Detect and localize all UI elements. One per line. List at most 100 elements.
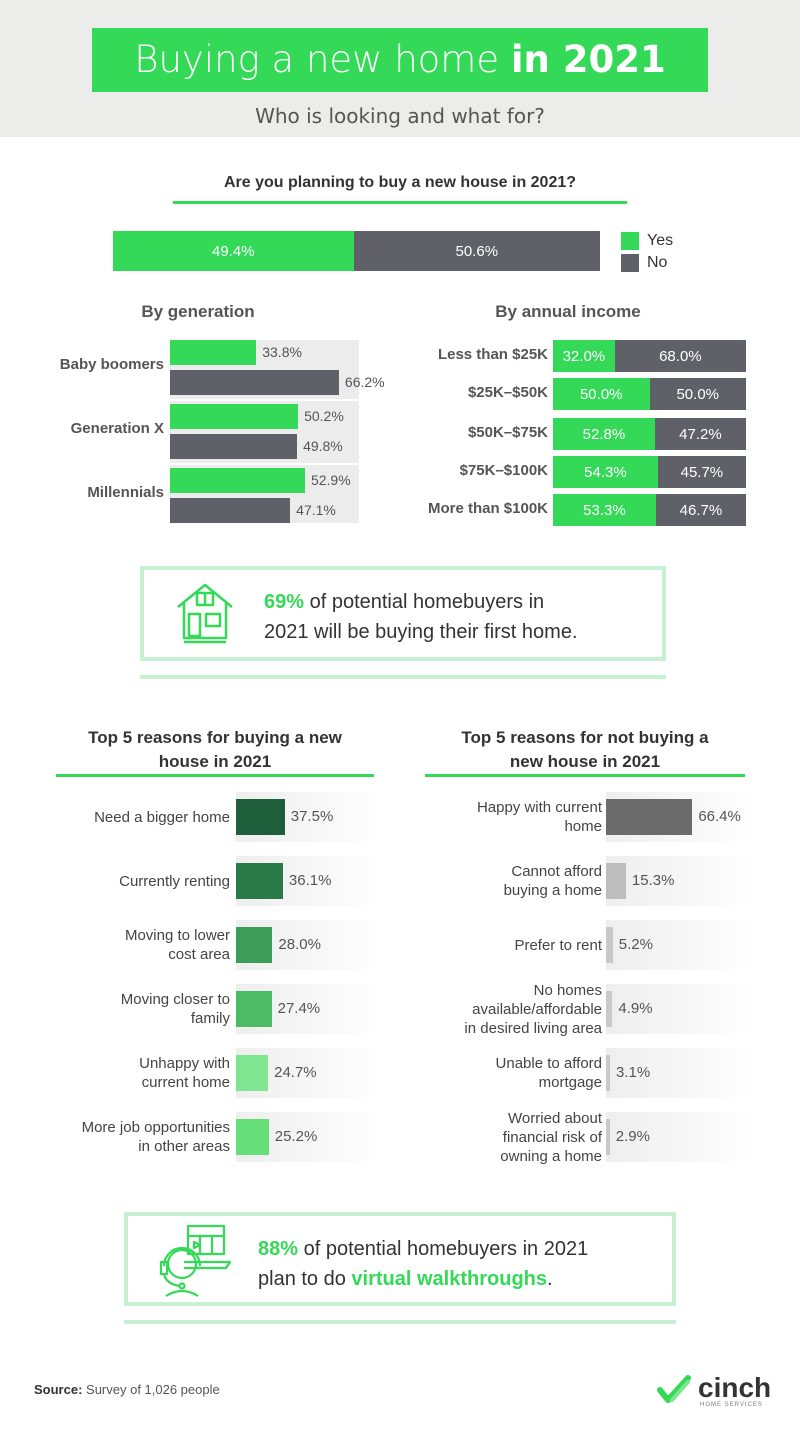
- reason-label-line: available/affordable: [472, 1000, 602, 1018]
- legend-no-label: No: [647, 254, 668, 271]
- generation-heading: By generation: [141, 302, 255, 321]
- reason-label-line: Worried about: [508, 1109, 602, 1127]
- reason-label-line: family: [190, 1010, 230, 1027]
- buy-reason-bar: [236, 1119, 269, 1155]
- notbuy-reasons-title: Top 5 reasons for not buying a new house …: [461, 728, 709, 771]
- notbuy-reason-label: Prefer to rent: [420, 918, 602, 972]
- generation-no-bar: [170, 370, 339, 395]
- reason-value: 37.5%: [290, 808, 334, 825]
- legend-no-swatch: [621, 254, 639, 272]
- notbuy-reason-bar: [606, 863, 626, 899]
- notbuy-reason-bar: [606, 1055, 611, 1091]
- generation-divider: [170, 463, 359, 465]
- notbuy-row-bg: [606, 856, 754, 906]
- buy-reason-label: Need a bigger home: [40, 790, 230, 844]
- notbuy-title-underline: [425, 774, 745, 777]
- reason-label-line: Unable to afford: [495, 1055, 602, 1072]
- reason-label-text: Moving to lower cost area: [125, 926, 230, 964]
- income-no-segment: 45.7%: [657, 456, 746, 488]
- buy-reason-bar: [236, 1055, 269, 1091]
- reason-label-text: Prefer to rent: [514, 936, 602, 955]
- income-yes-segment: 32.0%: [553, 340, 615, 372]
- first-home-callout: [140, 566, 666, 661]
- generation-yes-bar: [170, 468, 305, 493]
- buy-reason-bar: [236, 799, 285, 835]
- question-title: Are you planning to buy a new house in 2…: [173, 174, 627, 204]
- source-note: Source: Survey of 1,026 people: [34, 1382, 220, 1397]
- reason-label-line: financial risk of: [502, 1128, 602, 1146]
- generation-label: Millennials: [87, 484, 164, 501]
- reason-label-line: in desired living area: [464, 1019, 602, 1037]
- reason-label-line: Happy with current: [476, 799, 602, 816]
- notbuy-reason-label: Happy with current home: [420, 790, 602, 844]
- overall-bar: 49.4% 50.6%: [113, 231, 600, 271]
- reason-label-line: Currently renting: [119, 872, 230, 890]
- house-icon: [177, 583, 233, 644]
- reason-value: 3.1%: [616, 1064, 651, 1081]
- reason-label-line: mortgage: [538, 1074, 602, 1091]
- reason-value: 25.2%: [274, 1128, 318, 1145]
- generation-panel: [170, 340, 359, 523]
- logo-tagline: HOME SERVICES: [700, 1402, 763, 1408]
- page-subtitle: Who is looking and what for?: [255, 104, 545, 128]
- reason-label-text: Moving closer to family: [121, 990, 230, 1028]
- callout-underline: [140, 675, 666, 679]
- callout-underline: [124, 1320, 676, 1324]
- reason-label-text: More job opportunities in other areas: [82, 1118, 230, 1156]
- logo-wordmark: cinch: [698, 1372, 772, 1403]
- first-home-text: 69% of potential homebuyers in 2021 will …: [264, 591, 578, 643]
- notbuy-reason-label: Cannot afford buying a home: [420, 854, 602, 908]
- reason-label-text: Unhappy with current home: [139, 1054, 230, 1092]
- notbuy-reason-bar: [606, 799, 693, 835]
- income-label: More than $100K: [427, 500, 548, 517]
- reason-label-line: owning a home: [500, 1147, 602, 1165]
- income-no-segment: 50.0%: [649, 378, 746, 410]
- reason-label-line: Moving closer to: [120, 991, 230, 1008]
- notbuy-reason-label: No homes available/affordable in desired l…: [420, 981, 602, 1038]
- generation-value: 66.2%: [344, 374, 385, 390]
- reason-label-text: Currently renting: [119, 872, 230, 891]
- notbuy-reason-label: Worried about financial risk of owning a h…: [420, 1109, 602, 1166]
- reason-value: 27.4%: [277, 1000, 321, 1017]
- reason-value: 15.3%: [631, 872, 675, 889]
- reason-value: 4.9%: [618, 1000, 653, 1017]
- notbuy-reason-bar: [606, 1119, 610, 1155]
- reason-label-text: No homes available/affordable in desired l…: [464, 981, 602, 1038]
- buy-reason-label: Unhappy with current home: [40, 1046, 230, 1100]
- income-bar: 32.0% 68.0%: [553, 340, 746, 372]
- generation-value: 52.9%: [310, 472, 351, 488]
- legend: Yes No: [621, 230, 673, 274]
- buy-reasons-title: Top 5 reasons for buying a new house in 2…: [88, 728, 342, 771]
- reason-label-line: home: [564, 818, 602, 835]
- reason-value: 36.1%: [288, 872, 332, 889]
- buy-title-underline: [56, 774, 374, 777]
- notbuy-row-bg: [606, 1048, 754, 1098]
- income-no-segment: 46.7%: [655, 494, 746, 526]
- reason-label-text: Happy with current home: [477, 798, 602, 836]
- reason-value: 2.9%: [615, 1128, 650, 1145]
- buy-reason-label: More job opportunities in other areas: [40, 1110, 230, 1164]
- reason-value: 28.0%: [278, 936, 321, 953]
- virtual-walkthrough-callout: [124, 1212, 676, 1306]
- reason-label-text: Worried about financial risk of owning a h…: [500, 1109, 602, 1166]
- reason-value: 66.4%: [698, 808, 741, 825]
- income-heading: By annual income: [495, 302, 641, 321]
- reason-label-text: Unable to afford mortgage: [496, 1054, 602, 1092]
- buy-reason-label: Moving to lower cost area: [40, 918, 230, 972]
- income-label: $50K–$75K: [467, 424, 548, 441]
- reason-label-text: Need a bigger home: [94, 808, 230, 827]
- notbuy-row-bg: [606, 920, 754, 970]
- reason-value: 5.2%: [618, 936, 653, 953]
- reason-label-line: cost area: [168, 946, 230, 963]
- reason-label-line: in other areas: [138, 1138, 230, 1155]
- income-bar: 53.3% 46.7%: [553, 494, 746, 526]
- generation-value: 49.8%: [303, 438, 343, 454]
- generation-no-bar: [170, 498, 291, 523]
- buy-reason-label: Currently renting: [40, 854, 230, 908]
- notbuy-row-bg: [606, 1112, 754, 1162]
- buy-reason-bar: [236, 863, 283, 899]
- reason-label-line: Prefer to rent: [514, 936, 602, 954]
- notbuy-row-bg: [606, 984, 754, 1034]
- yes-segment: 49.4%: [113, 231, 354, 271]
- buy-reason-bar: [236, 927, 273, 963]
